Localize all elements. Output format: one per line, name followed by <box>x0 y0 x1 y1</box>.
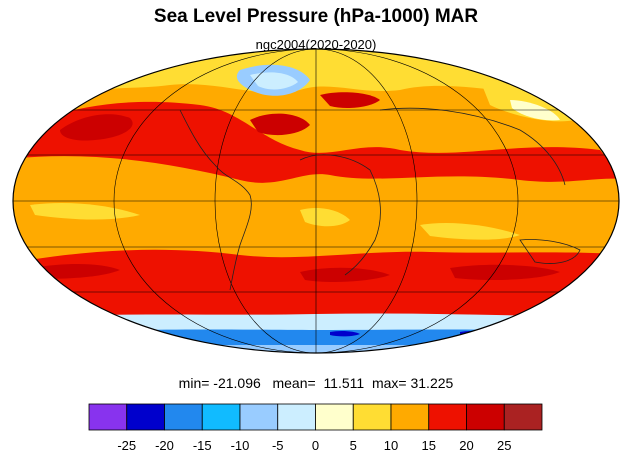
colorbar-tick-label: -5 <box>272 438 284 453</box>
stats-line: min= -21.096 mean= 11.511 max= 31.225 <box>0 375 632 391</box>
colorbar-swatch <box>466 403 505 431</box>
stat-mean-label: mean= <box>272 375 316 391</box>
colorbar-swatch <box>428 403 467 431</box>
colorbar-tick-label: 10 <box>384 438 398 453</box>
colorbar-tick-label: -10 <box>231 438 250 453</box>
colorbar-swatch <box>352 403 392 431</box>
colorbar-tick-label: 15 <box>422 438 436 453</box>
colorbar-tick-label: -25 <box>117 438 136 453</box>
stat-max: 31.225 <box>410 375 454 391</box>
colorbar-tick-label: -20 <box>155 438 174 453</box>
stat-mean: 11.511 <box>323 375 365 391</box>
coastlines <box>179 107 581 291</box>
colorbar-tick-label: 0 <box>312 438 319 453</box>
colorbar-swatch <box>277 403 316 431</box>
map-subtitle: ngc2004(2020-2020) <box>255 37 377 52</box>
stat-max-label: max= <box>371 375 407 391</box>
globe-outline <box>12 48 620 354</box>
colorbar-swatch <box>126 403 165 431</box>
colorbar-swatch <box>88 403 128 431</box>
stat-min: -21.096 <box>213 375 261 391</box>
colorbar-tick-label: 25 <box>497 438 511 453</box>
colorbar-swatch <box>315 403 354 431</box>
colorbar-tick-label: 20 <box>459 438 473 453</box>
colorbar-swatch <box>390 403 430 431</box>
colorbar-swatch <box>503 403 543 431</box>
colorbar-swatch <box>164 403 203 431</box>
colorbar-tick-label: -15 <box>193 438 212 453</box>
colorbar-tick-label: 5 <box>350 438 357 453</box>
colorbar-swatch <box>201 403 241 431</box>
map-title: Sea Level Pressure (hPa-1000) MAR <box>153 6 479 27</box>
stat-min-label: min= <box>178 375 210 391</box>
colorbar-swatch <box>239 403 279 431</box>
